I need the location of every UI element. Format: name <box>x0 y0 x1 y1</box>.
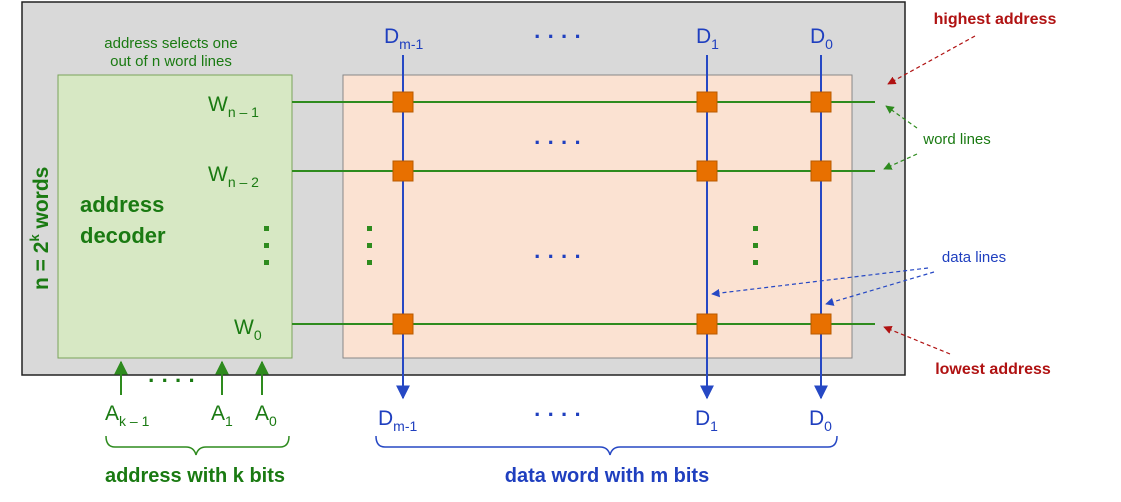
address-ellipsis: · · · · <box>148 368 196 393</box>
data-label-bottom-1: D1 <box>695 407 718 434</box>
decoder-title-line1: address <box>80 192 164 217</box>
ellipsis-bottom: · · · · <box>534 402 582 427</box>
data-label-top-1: D1 <box>696 25 719 52</box>
memory-cell <box>392 160 414 182</box>
address-bits-label: address with k bits <box>105 465 285 487</box>
lowest-address-label: lowest address <box>935 361 1051 378</box>
ellipsis-row-middle: · · · · <box>534 244 582 269</box>
word-line-label-n-2: Wn – 2 <box>208 163 259 190</box>
memory-cell <box>696 160 718 182</box>
data-word-bits-label: data word with m bits <box>505 465 709 487</box>
data-lines-arrow-left <box>711 267 929 298</box>
data-lines-arrow-right <box>825 271 935 306</box>
memory-cells <box>392 91 832 335</box>
data-word-brace <box>375 435 838 456</box>
ellipsis-top: · · · · <box>534 24 582 49</box>
decoder-caption-line1: address selects one <box>104 35 237 52</box>
address-label-1: A1 <box>211 402 233 429</box>
lowest-address-arrow <box>883 325 951 355</box>
address-label-0: A0 <box>255 402 277 429</box>
word-line-label-0: W0 <box>234 316 262 343</box>
memory-array-box <box>342 74 853 359</box>
word-count-suffix: words <box>30 167 53 235</box>
decoder-vertical-dots <box>264 226 269 265</box>
word-lines-arrow-bottom <box>883 153 918 170</box>
decoder-caption-line2: out of n word lines <box>110 53 232 70</box>
array-vertical-dots-right <box>753 226 758 265</box>
memory-cell <box>810 313 832 335</box>
address-brace <box>105 435 290 456</box>
array-vertical-dots-left <box>367 226 372 265</box>
ellipsis-row-1: · · · · <box>534 130 582 155</box>
decoder-title-line2: decoder <box>80 223 166 248</box>
word-line-label-n-1: Wn – 1 <box>208 93 259 120</box>
word-count-label: n = 2k words <box>27 167 53 290</box>
memory-cell <box>392 91 414 113</box>
word-count-exponent: k <box>27 234 42 242</box>
memory-cell <box>696 313 718 335</box>
memory-cell <box>810 160 832 182</box>
address-label-k-1: Ak – 1 <box>105 402 150 429</box>
word-count-prefix: n = 2 <box>30 242 53 290</box>
word-lines-label: word lines <box>922 131 991 148</box>
memory-cell <box>392 313 414 335</box>
highest-address-label: highest address <box>934 11 1057 28</box>
data-lines-label: data lines <box>942 249 1006 266</box>
word-lines-arrow-top <box>885 105 918 129</box>
data-label-bottom-0: D0 <box>809 407 832 434</box>
data-label-bottom-m-1: Dm-1 <box>378 407 417 434</box>
memory-cell <box>810 91 832 113</box>
highest-address-arrow <box>887 35 976 85</box>
address-decoder-box <box>57 74 293 359</box>
memory-cell <box>696 91 718 113</box>
data-label-top-0: D0 <box>810 25 833 52</box>
data-label-top-m-1: Dm-1 <box>384 25 423 52</box>
